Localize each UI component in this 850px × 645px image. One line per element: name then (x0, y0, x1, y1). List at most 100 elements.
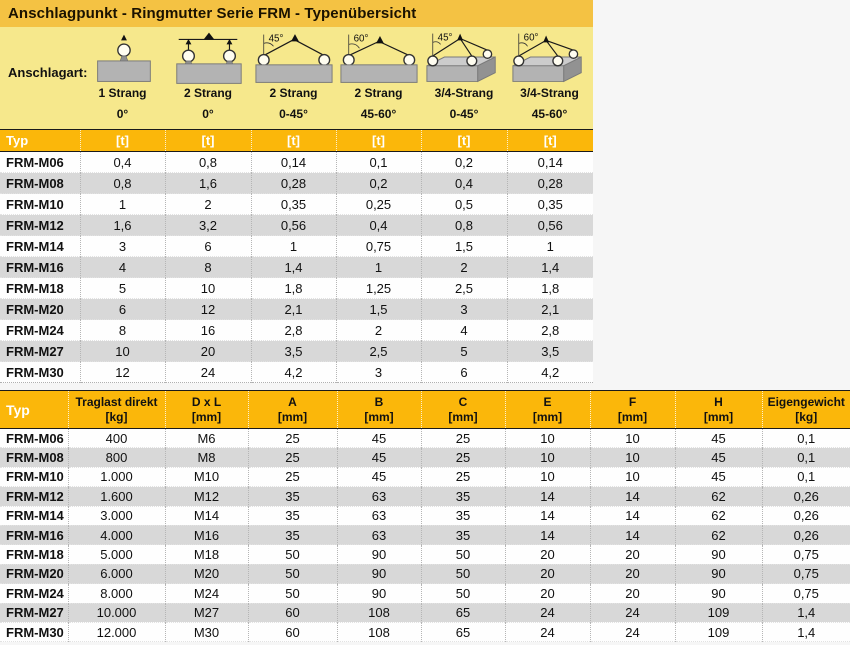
strang-name: 2 Strang (354, 86, 403, 100)
value-cell: M16 (164, 525, 248, 545)
value-cell: 2,1 (506, 298, 593, 320)
typ-cell: FRM-M06 (6, 154, 64, 170)
value-cell: 0,2 (420, 151, 507, 173)
value-cell: M18 (164, 544, 248, 565)
value-cell: 0,2 (335, 172, 421, 194)
value-cell: 62 (674, 525, 762, 545)
value-cell: 25 (247, 447, 337, 468)
value-cell: 1 (79, 193, 165, 215)
value-cell: 14 (589, 506, 675, 526)
value-cell: 1 (506, 235, 593, 257)
value-cell: 8 (79, 319, 165, 341)
value-cell: 10.000 (67, 603, 165, 623)
sling-diagram-row: 1 Strang 0° (80, 27, 593, 129)
value-cell: 63 (336, 506, 421, 526)
value-cell: 0,5 (420, 193, 507, 215)
table-row: FRM-M10 1.000 M10 25 45 25 10 10 45 0,1 (0, 467, 850, 487)
value-cell: 24 (504, 622, 590, 642)
value-cell: 10 (589, 447, 675, 468)
value-cell: 4 (420, 319, 507, 341)
value-cell: 14 (504, 486, 590, 507)
value-cell: 5 (79, 277, 165, 299)
value-cell: 35 (420, 486, 505, 507)
capacity-header-typ: Typ (0, 129, 80, 152)
value-cell: 3 (420, 298, 507, 320)
value-cell: 0,8 (420, 214, 507, 236)
value-cell: 1,8 (250, 277, 336, 299)
dim-header-typ: Typ (0, 390, 68, 429)
value-cell: 60 (247, 622, 337, 642)
value-cell: 25 (247, 428, 337, 448)
value-cell: 45 (674, 428, 762, 448)
value-cell: 90 (336, 544, 421, 565)
sling-diagram-34strang-0-45-icon: 45° (426, 32, 496, 83)
dim-header-label: C (458, 394, 468, 409)
table-row: FRM-M18 5.000 M18 50 90 50 20 20 90 0,75 (0, 544, 850, 565)
value-cell: 14 (589, 525, 675, 545)
anschlagart-item-34strang-45-60: 60° (507, 27, 592, 129)
value-cell: 20 (504, 583, 590, 604)
typ-cell: FRM-M12 (6, 488, 64, 504)
value-cell: 1,4 (761, 622, 850, 642)
value-cell: 0,56 (250, 214, 336, 236)
typ-cell: FRM-M27 (6, 605, 64, 621)
value-cell: 2,8 (250, 319, 336, 341)
value-cell: 12 (79, 361, 165, 383)
angle-reference (517, 33, 528, 59)
value-cell: 45 (336, 467, 421, 487)
value-cell: 12.000 (67, 622, 165, 642)
ring (116, 43, 131, 62)
table-row: FRM-M24 8.000 M24 50 90 50 20 20 90 0,75 (0, 583, 850, 604)
value-cell: 25 (420, 467, 505, 487)
typ-cell: FRM-M10 (6, 196, 64, 212)
value-cell: 1,5 (420, 235, 507, 257)
dim-header-label: D x L (191, 394, 222, 409)
typ-cell: FRM-M30 (6, 364, 64, 380)
sling-diagram-2strang-0-45-icon: 45° (254, 33, 333, 83)
strang-angle: 0° (116, 107, 129, 121)
value-cell: 2 (164, 193, 251, 215)
anschlagart-item-2strang-45-60: 60° 2 Strang 45-60° (336, 27, 421, 129)
angle-label: 60° (353, 33, 368, 44)
rings (257, 53, 330, 67)
value-cell: 5 (420, 340, 507, 362)
value-cell: 0,8 (164, 151, 251, 173)
value-cell: 0,26 (761, 525, 850, 545)
table-row: FRM-M12 1.600 M12 35 63 35 14 14 62 0,26 (0, 486, 850, 507)
value-cell: 0,75 (335, 235, 421, 257)
value-cell: 0,1 (761, 467, 850, 487)
dim-header-unit: [kg] (795, 409, 818, 424)
table-row: FRM-M14 3.000 M14 35 63 35 14 14 62 0,26 (0, 506, 850, 526)
value-cell: 10 (589, 428, 675, 448)
value-cell: 108 (336, 622, 421, 642)
value-cell: 35 (247, 506, 337, 526)
typ-cell: FRM-M08 (6, 450, 64, 466)
anschlagart-item-34strang-0-45: 45° (421, 27, 507, 129)
value-cell: M30 (164, 622, 248, 642)
value-cell: 4,2 (506, 361, 593, 383)
load-block-3d (511, 56, 582, 83)
strang-angle: 45-60° (360, 107, 397, 121)
value-cell: 0,26 (761, 506, 850, 526)
value-cell: 60 (247, 603, 337, 623)
value-cell: 2,5 (335, 340, 421, 362)
typ-cell: FRM-M18 (6, 280, 64, 296)
table-row: FRM-M20 6 12 2,1 1,5 3 2,1 (0, 298, 593, 320)
value-cell: 400 (67, 428, 165, 448)
value-cell: 8.000 (67, 583, 165, 604)
sling-diagram-2strang-45-60-icon: 60° (339, 33, 418, 83)
value-cell: 35 (420, 525, 505, 545)
dim-header-col: F [mm] (589, 390, 675, 429)
value-cell: 4.000 (67, 525, 165, 545)
value-cell: 2,5 (420, 277, 507, 299)
value-cell: 50 (420, 583, 505, 604)
typ-cell: FRM-M16 (6, 527, 64, 543)
value-cell: M10 (164, 467, 248, 487)
strang-name: 2 Strang (183, 86, 232, 100)
value-cell: 1,6 (79, 214, 165, 236)
capacity-table-header-row: Typ [t] [t] [t] [t] [t] [t] (0, 129, 593, 152)
capacity-header-unit: [t] (79, 129, 165, 152)
sling-legs (517, 35, 574, 57)
value-cell: 1,4 (250, 256, 336, 278)
dim-header-col: Eigengewicht [kg] (761, 390, 850, 429)
